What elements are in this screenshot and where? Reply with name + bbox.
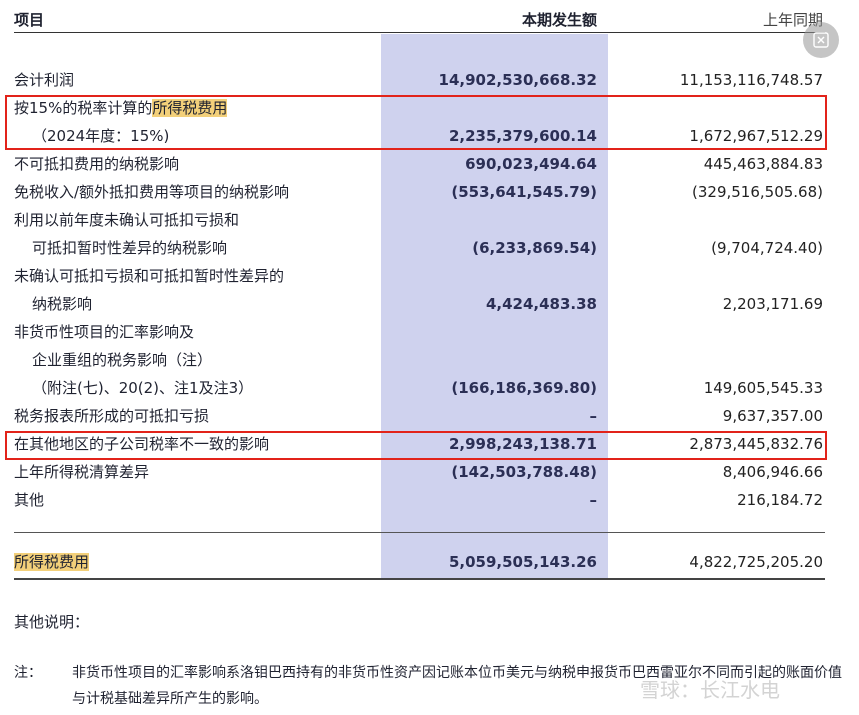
table-row: 在其他地区的子公司税率不一致的影响 2,998,243,138.71 2,873… (0, 430, 859, 458)
table-row: 其他 – 216,184.72 (0, 486, 859, 514)
row-current-value: (553,641,545.79) (451, 183, 597, 201)
table-row: 上年所得税清算差异 (142,503,788.48) 8,406,946.66 (0, 458, 859, 486)
total-previous-value: 4,822,725,205.20 (689, 553, 823, 571)
row-label: 上年所得税清算差异 (14, 463, 150, 481)
close-glyph-icon (813, 32, 829, 48)
row-current-value: – (589, 491, 598, 509)
table-row: 不可抵扣费用的纳税影响 690,023,494.64 445,463,884.8… (0, 150, 859, 178)
table-row: （附注(七)、20(2)、注1及注3） (166,186,369.80) 149… (0, 374, 859, 402)
row-current-value: (142,503,788.48) (451, 463, 597, 481)
table-row: 税务报表所形成的可抵扣亏损 – 9,637,357.00 (0, 402, 859, 430)
row-label: 免税收入/额外抵扣费用等项目的纳税影响 (14, 183, 290, 201)
table-row: 企业重组的税务影响（注） (0, 346, 859, 374)
total-row: 所得税费用 5,059,505,143.26 4,822,725,205.20 (0, 548, 859, 576)
highlighted-term: 所得税费用 (14, 553, 90, 571)
row-previous-value: (9,704,724.40) (711, 239, 823, 257)
table-header: 项目 本期发生额 上年同期 (0, 0, 859, 34)
red-annotation-box-tax-rate (5, 95, 827, 150)
table-row: 非货币性项目的汇率影响及 (0, 318, 859, 346)
table-row: （2024年度：15%) 2,235,379,600.14 1,672,967,… (0, 122, 859, 150)
header-previous-period: 上年同期 (762, 11, 823, 29)
row-label: 其他 (14, 491, 45, 509)
header-current-period: 本期发生额 (521, 11, 597, 29)
total-underline (14, 578, 825, 580)
row-current-value: 4,424,483.38 (485, 295, 597, 313)
row-current-value: 2,998,243,138.71 (448, 435, 597, 453)
row-label: 非货币性项目的汇率影响及 (14, 323, 195, 341)
row-previous-value: 445,463,884.83 (703, 155, 823, 173)
row-label: 可抵扣暂时性差异的纳税影响 (32, 239, 228, 257)
row-previous-value: 9,637,357.00 (722, 407, 823, 425)
row-previous-value: 11,153,116,748.57 (679, 71, 823, 89)
footnote-text: 非货币性项目的汇率影响系洛钼巴西持有的非货币性资产因记账本位币美元与纳税申报货币… (72, 665, 842, 707)
row-label: 在其他地区的子公司税率不一致的影响 (14, 435, 270, 453)
row-previous-value: 2,203,171.69 (722, 295, 823, 313)
table-row: 未确认可抵扣亏损和可抵扣暂时性差异的 (0, 262, 859, 290)
table-row: 利用以前年度未确认可抵扣亏损和 (0, 206, 859, 234)
table-row: 按15%的税率计算的所得税费用 (0, 94, 859, 122)
row-current-value: (166,186,369.80) (451, 379, 597, 397)
row-current-value: 690,023,494.64 (465, 155, 597, 173)
row-label: （附注(七)、20(2)、注1及注3） (32, 379, 254, 397)
row-label: 企业重组的税务影响（注） (32, 351, 213, 369)
other-notes-title: 其他说明： (14, 613, 90, 631)
row-current-value: – (589, 407, 598, 425)
total-divider (14, 532, 825, 533)
row-previous-value: 1,672,967,512.29 (689, 127, 823, 145)
row-label: 纳税影响 (32, 295, 93, 313)
header-divider (14, 32, 825, 33)
row-label: 不可抵扣费用的纳税影响 (14, 155, 180, 173)
total-current-value: 5,059,505,143.26 (448, 553, 597, 571)
row-previous-value: 2,873,445,832.76 (689, 435, 823, 453)
row-label: 按15%的税率计算的所得税费用 (14, 94, 228, 122)
row-previous-value: 216,184.72 (737, 491, 823, 509)
table-row: 会计利润 14,902,530,668.32 11,153,116,748.57 (0, 66, 859, 94)
row-previous-value: 8,406,946.66 (722, 463, 823, 481)
close-icon[interactable] (803, 22, 839, 58)
row-label: 未确认可抵扣亏损和可抵扣暂时性差异的 (14, 267, 285, 285)
header-item: 项目 (14, 11, 45, 29)
row-label: 利用以前年度未确认可抵扣亏损和 (14, 211, 240, 229)
row-label-text: 按15%的税率计算的 (14, 99, 153, 117)
row-label: 会计利润 (14, 71, 75, 89)
table-row: 纳税影响 4,424,483.38 2,203,171.69 (0, 290, 859, 318)
watermark: 雪球：长江水电 (640, 678, 780, 702)
highlighted-term: 所得税费用 (152, 99, 228, 117)
row-current-value: 14,902,530,668.32 (438, 71, 597, 89)
red-annotation-box-subsidiary-rate (5, 431, 827, 460)
row-current-value: (6,233,869.54) (472, 239, 597, 257)
row-previous-value: 149,605,545.33 (703, 379, 823, 397)
current-period-highlight-column (381, 34, 608, 578)
table-row: 免税收入/额外抵扣费用等项目的纳税影响 (553,641,545.79) (32… (0, 178, 859, 206)
row-current-value: 2,235,379,600.14 (448, 127, 597, 145)
table-row: 可抵扣暂时性差异的纳税影响 (6,233,869.54) (9,704,724.… (0, 234, 859, 262)
total-label: 所得税费用 (14, 548, 90, 576)
row-label: 税务报表所形成的可抵扣亏损 (14, 407, 210, 425)
row-previous-value: (329,516,505.68) (692, 183, 823, 201)
row-label: （2024年度：15%) (32, 127, 170, 145)
footnote-key: 注： (14, 665, 42, 681)
